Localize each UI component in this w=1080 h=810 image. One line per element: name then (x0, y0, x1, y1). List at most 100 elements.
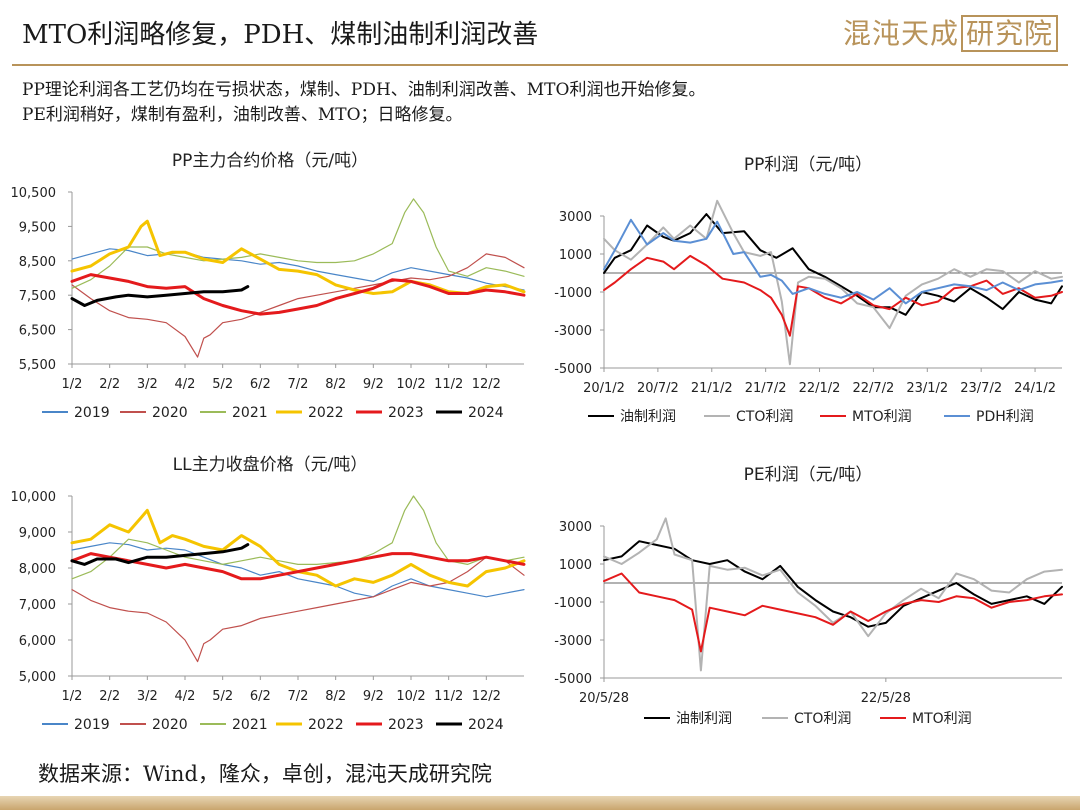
series-line-0 (603, 540, 1063, 628)
data-source: 数据来源：Wind，隆众，卓创，混沌天成研究院 (38, 762, 492, 786)
x-tick-label: 10/2 (396, 377, 425, 392)
x-tick-label: 12/2 (472, 377, 501, 392)
x-tick-label: 1/2 (62, 689, 83, 704)
series-line-1 (71, 253, 525, 358)
x-tick-label: 22/7/2 (852, 381, 894, 396)
series-line-4 (70, 273, 526, 316)
series-line-1 (603, 517, 1063, 672)
y-tick-label: -1000 (554, 286, 592, 301)
x-tick-label: 3/2 (137, 377, 158, 392)
bottom-band (0, 796, 1080, 810)
x-tick-label: 2/2 (99, 689, 120, 704)
legend-label-2: MTO利润 (852, 409, 912, 425)
x-tick-label: 22/1/2 (799, 381, 841, 396)
header-bar: MTO利润略修复，PDH、煤制油制利润改善 混沌天成 研究院 (0, 0, 1080, 64)
legend-label-2: MTO利润 (912, 711, 972, 727)
y-tick-label: 1000 (559, 558, 592, 573)
logo-box-text: 研究院 (960, 15, 1058, 52)
ll-price-chart: LL主力收盘价格（元/吨） 10,000 9,000 8,000 7,000 6,000 5… (11, 455, 526, 733)
company-logo: 混沌天成 研究院 (843, 12, 1058, 52)
pp-profit-chart: PP利润（元/吨） 3000 1000 -1000 -3000 -5000 20/1/2 20… (554, 155, 1063, 425)
summary-line-1: PP理论利润各工艺仍均在亏损状态，煤制、PDH、油制利润改善、MTO利润也开始修… (22, 80, 706, 100)
y-tick-label: -3000 (554, 634, 592, 649)
y-tick-label: -1000 (554, 596, 592, 611)
y-tick-label: 6,000 (19, 634, 56, 649)
y-tick-label: 8,000 (19, 562, 56, 577)
y-tick-label: 10,500 (11, 186, 57, 201)
x-tick-label: 12/2 (472, 689, 501, 704)
series-line-3 (70, 219, 526, 295)
page-title: MTO利润略修复，PDH、煤制油制利润改善 (22, 20, 539, 50)
y-tick-label: 9,500 (19, 220, 56, 235)
series-line-1 (603, 199, 1063, 366)
x-tick-label: 24/1/2 (1014, 381, 1056, 396)
x-tick-label: 8/2 (325, 689, 346, 704)
series-line-3 (70, 508, 526, 588)
header-divider (12, 64, 1068, 66)
series-line-0 (71, 542, 525, 598)
y-tick-label: -5000 (554, 362, 592, 377)
series-line-2 (603, 572, 1063, 653)
legend-label-1: 2020 (152, 717, 188, 733)
y-tick-label: 8,500 (19, 255, 56, 270)
series-line-2 (603, 254, 1063, 337)
summary-text: PP理论利润各工艺仍均在亏损状态，煤制、PDH、油制利润改善、MTO利润也开始修… (22, 78, 705, 128)
x-tick-label: 7/2 (288, 377, 309, 392)
pp-price-chart: PP主力合约价格（元/吨） 10,500 9,500 8,500 7,500 6,500 5… (11, 151, 526, 421)
series-line-1 (71, 556, 525, 663)
legend-label-5: 2024 (468, 717, 504, 733)
y-tick-label: 6,500 (19, 324, 56, 339)
x-tick-label: 22/5/28 (861, 691, 911, 706)
x-tick-label: 6/2 (250, 689, 271, 704)
legend-label-5: 2024 (468, 405, 504, 421)
legend-label-0: 2019 (74, 717, 110, 733)
x-tick-label: 5/2 (212, 377, 233, 392)
series-line-0 (71, 248, 525, 291)
pe-profit-chart: PE利润（元/吨） 3000 1000 -1000 -3000 -5000 20/5/28 2… (554, 465, 1063, 727)
x-tick-label: 10/2 (396, 689, 425, 704)
x-tick-label: 23/7/2 (960, 381, 1002, 396)
x-tick-label: 1/2 (62, 377, 83, 392)
y-tick-label: 5,000 (19, 670, 56, 685)
series-line-5 (70, 285, 250, 307)
x-tick-label: 11/2 (434, 377, 463, 392)
x-tick-label: 9/2 (363, 377, 384, 392)
x-tick-label: 21/7/2 (745, 381, 787, 396)
x-tick-label: 21/1/2 (691, 381, 733, 396)
x-tick-label: 11/2 (434, 689, 463, 704)
summary-line-2: PE利润稍好，煤制有盈利，油制改善、MTO；日略修复。 (22, 105, 463, 125)
x-tick-label: 4/2 (175, 689, 196, 704)
legend-label-1: 2020 (152, 405, 188, 421)
x-tick-label: 2/2 (99, 377, 120, 392)
legend-label-0: 2019 (74, 405, 110, 421)
x-tick-label: 9/2 (363, 689, 384, 704)
x-tick-label: 8/2 (325, 377, 346, 392)
legend-label-1: CTO利润 (794, 711, 851, 727)
legend-label-3: 2022 (308, 405, 344, 421)
y-tick-label: 3000 (559, 210, 592, 225)
y-tick-label: -5000 (554, 672, 592, 687)
x-tick-label: 6/2 (250, 377, 271, 392)
x-tick-label: 3/2 (137, 689, 158, 704)
y-tick-label: -3000 (554, 324, 592, 339)
logo-main-text: 混沌天成 (842, 17, 959, 50)
legend-label-4: 2023 (388, 405, 424, 421)
y-tick-label: 5,500 (19, 358, 56, 373)
legend-label-0: 油制利润 (620, 409, 676, 425)
series-line-3 (603, 218, 1063, 305)
x-tick-label: 7/2 (288, 689, 309, 704)
x-tick-label: 5/2 (212, 689, 233, 704)
y-tick-label: 3000 (559, 520, 592, 535)
chart-title: PE利润（元/吨） (744, 465, 873, 485)
y-tick-label: 1000 (559, 248, 592, 263)
x-tick-label: 20/7/2 (637, 381, 679, 396)
x-tick-label: 23/1/2 (906, 381, 948, 396)
chart-title: PP利润（元/吨） (744, 155, 872, 175)
legend-label-4: 2023 (388, 717, 424, 733)
x-tick-label: 20/1/2 (583, 381, 625, 396)
chart-title: PP主力合约价格（元/吨） (172, 151, 368, 171)
y-tick-label: 10,000 (11, 490, 57, 505)
legend-label-3: PDH利润 (976, 409, 1034, 425)
x-tick-label: 20/5/28 (579, 691, 629, 706)
series-line-2 (71, 198, 525, 289)
